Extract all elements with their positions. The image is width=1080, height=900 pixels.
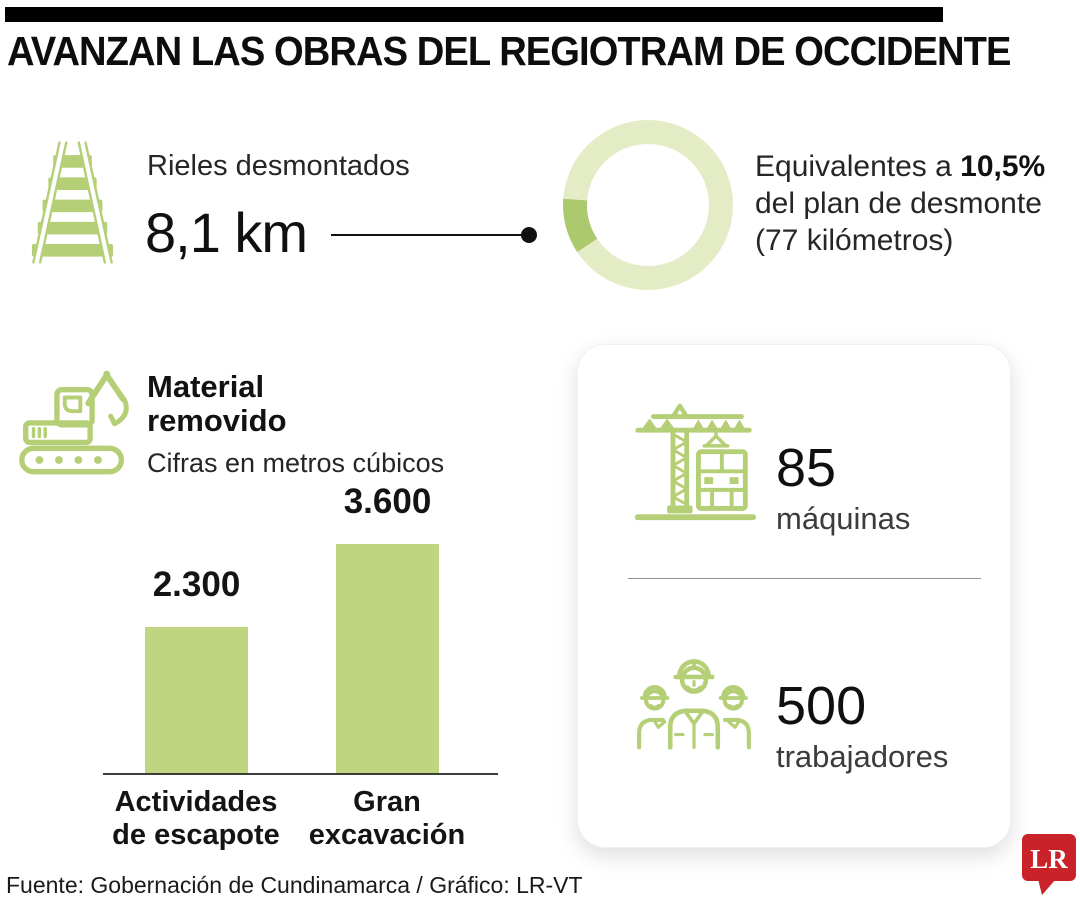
workers-label: trabajadores	[776, 739, 949, 774]
bar-excavacion	[336, 544, 439, 774]
bar-group-escapote: 2.300	[145, 565, 248, 774]
page-title: AVANZAN LAS OBRAS DEL REGIOTRAM DE OCCID…	[7, 28, 1080, 75]
equivalence-percent: 10,5%	[960, 150, 1046, 183]
equivalence-text: Equivalentes a 10,5% del plan de desmont…	[755, 148, 1045, 259]
machines-value: 85	[776, 438, 837, 498]
excavator-icon	[19, 370, 129, 475]
equivalence-prefix: Equivalentes a	[755, 150, 961, 183]
donut-ring	[563, 120, 733, 290]
bar-value-escapote: 2.300	[152, 565, 241, 604]
category-label-excavacion: Gran excavación	[282, 786, 492, 852]
lr-logo: LR	[1022, 834, 1076, 895]
rails-value: 8,1 km	[145, 201, 308, 264]
construction-workers-icon	[637, 659, 751, 750]
equivalence-line3: (77 kilómetros)	[755, 224, 954, 257]
page-title-text: AVANZAN LAS OBRAS DEL REGIOTRAM DE OCCID…	[7, 28, 1011, 74]
category-label-line: de escapote	[112, 819, 280, 851]
category-label-line: excavación	[308, 819, 466, 851]
card-divider	[628, 578, 981, 579]
stats-card: 85 máquinas 500 trabajadores	[577, 344, 1011, 848]
equivalence-line1: Equivalentes a 10,5%	[755, 148, 1045, 185]
source-credit: Fuente: Gobernación de Cundinamarca / Gr…	[6, 872, 583, 898]
bar-value-excavacion: 3.600	[343, 482, 432, 521]
connector-dot	[521, 227, 537, 243]
connector-line	[331, 234, 523, 236]
material-title: Material removido	[147, 369, 287, 438]
donut-chart	[563, 120, 733, 290]
bar-escapote	[145, 627, 248, 774]
lr-logo-text: LR	[1030, 844, 1068, 874]
category-label-line: Gran	[353, 786, 421, 818]
workers-value: 500	[776, 676, 867, 736]
rails-label: Rieles desmontados	[147, 150, 410, 182]
railway-track-icon	[31, 140, 114, 265]
equivalence-line2: del plan de desmonte	[755, 187, 1042, 220]
x-axis-line	[103, 773, 498, 775]
machines-label: máquinas	[776, 501, 911, 536]
top-black-bar	[5, 7, 943, 22]
category-label-line: Actividades	[114, 786, 278, 818]
category-label-escapote: Actividades de escapote	[91, 786, 301, 852]
bar-group-excavacion: 3.600	[336, 482, 439, 774]
tower-crane-icon	[634, 403, 757, 521]
material-subtitle: Cifras en metros cúbicos	[147, 448, 445, 478]
